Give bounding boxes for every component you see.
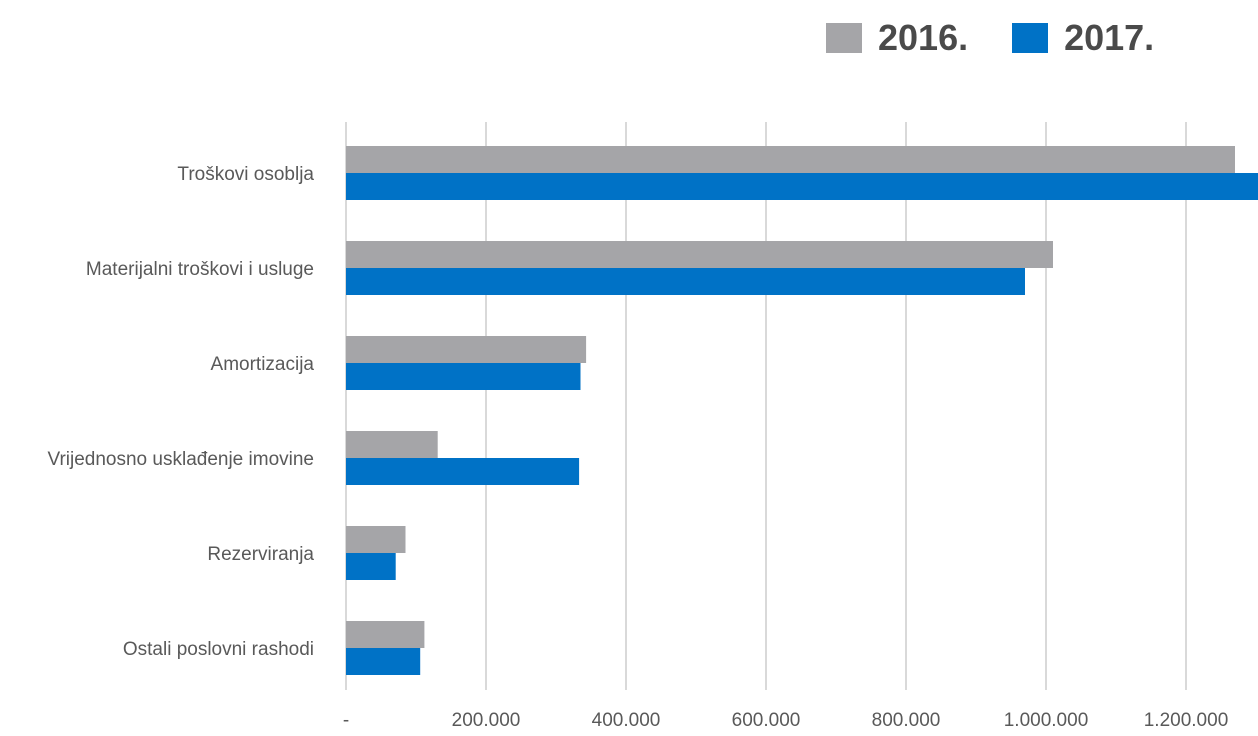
legend-label-2017: 2017. (1064, 17, 1155, 58)
bar-2016 (346, 336, 587, 363)
x-tick-label: 800.000 (872, 710, 941, 731)
legend-swatch-2017 (1012, 23, 1049, 53)
category-label: Materijalni troškovi i usluge (86, 259, 314, 280)
legend-swatch-2016 (826, 23, 862, 53)
x-tick-label: 600.000 (732, 710, 801, 731)
category-label: Rezerviranja (207, 544, 314, 565)
category-label: Ostali poslovni rashodi (123, 639, 314, 660)
bar-2017 (346, 648, 421, 675)
legend-label-2016: 2016. (878, 17, 969, 58)
bar-2017 (346, 553, 396, 580)
category-label: Troškovi osoblja (177, 164, 314, 185)
bar-2016 (346, 526, 406, 553)
bar-2016 (346, 431, 438, 458)
x-tick-label: 1.200.000 (1144, 710, 1229, 731)
bar-2016 (346, 621, 425, 648)
bar-2017 (346, 458, 580, 485)
x-tick-label: 1.000.000 (1004, 710, 1089, 731)
bar-2016 (346, 241, 1053, 268)
x-tick-label: 200.000 (452, 710, 521, 731)
legend-item-2016: 2016. (826, 20, 968, 56)
bar-2016 (346, 146, 1235, 173)
legend: 2016. 2017. (826, 20, 1198, 56)
category-label: Vrijednosno usklađenje imovine (47, 449, 314, 470)
x-tick-label: - (343, 710, 349, 731)
bar-2017 (346, 173, 1258, 200)
legend-item-2017: 2017. (1012, 20, 1154, 56)
bar-2017 (346, 363, 581, 390)
category-label: Amortizacija (211, 354, 315, 375)
bar-2017 (346, 268, 1025, 295)
x-tick-label: 400.000 (592, 710, 661, 731)
